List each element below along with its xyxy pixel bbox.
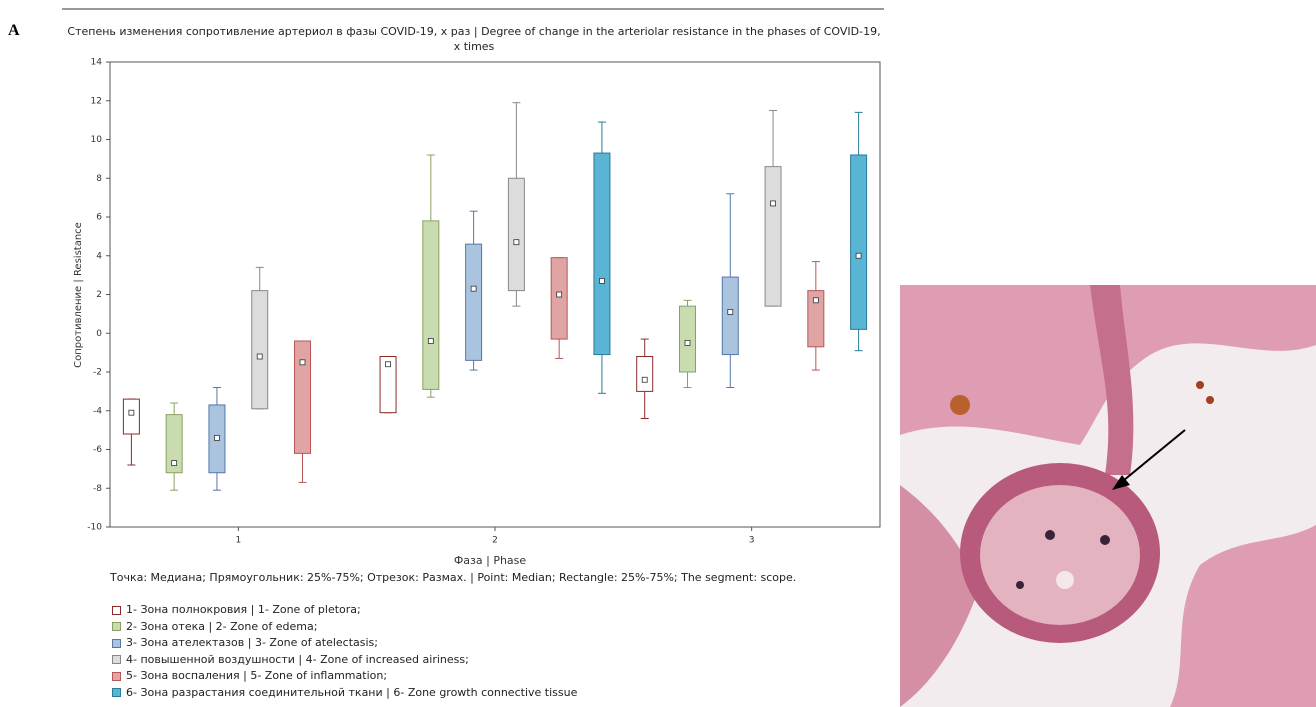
median-point: [771, 201, 776, 206]
legend-swatch: [112, 688, 121, 697]
y-tick-label: 0: [96, 329, 102, 339]
chart-note: Точка: Медиана; Прямоугольник: 25%-75%; …: [110, 570, 880, 585]
y-tick-label: 4: [96, 251, 102, 261]
y-tick-label: 6: [96, 213, 102, 223]
y-tick-label: -8: [93, 484, 102, 494]
box: [508, 178, 524, 290]
y-tick-label: 10: [91, 135, 103, 145]
y-tick-label: 2: [96, 290, 102, 300]
median-point: [685, 340, 690, 345]
y-tick-label: 12: [91, 96, 102, 106]
median-point: [428, 339, 433, 344]
median-point: [599, 278, 604, 283]
legend-swatch: [112, 606, 121, 615]
box: [295, 341, 311, 453]
legend-swatch: [112, 639, 121, 648]
legend-entry: 6- Зона разрастания соединительной ткани…: [112, 686, 577, 699]
legend-swatch: [112, 622, 121, 631]
legend-label: 6- Зона разрастания соединительной ткани…: [126, 686, 577, 699]
median-point: [514, 240, 519, 245]
median-point: [257, 354, 262, 359]
y-tick-label: 8: [96, 174, 102, 184]
x-tick-label: 1: [235, 536, 241, 546]
y-tick-label: -2: [93, 368, 102, 378]
median-point: [856, 253, 861, 258]
box: [252, 291, 268, 409]
legend-entry: 5- Зона воспаления | 5- Zone of inflamma…: [112, 669, 387, 682]
cell: [1045, 530, 1055, 540]
cell: [1100, 535, 1110, 545]
page: A Степень изменения сопротивление артери…: [0, 0, 1316, 707]
legend-swatch: [112, 655, 121, 664]
legend-label: 5- Зона воспаления | 5- Zone of inflamma…: [126, 669, 387, 682]
plot-area: [110, 62, 880, 527]
median-point: [214, 435, 219, 440]
vessel-lumen: [980, 485, 1140, 625]
median-point: [813, 298, 818, 303]
y-tick-label: -6: [93, 445, 102, 455]
chart: Фаза | Phase Сопротивление | Resistance …: [0, 0, 890, 707]
box: [123, 399, 139, 434]
y-tick-label: -4: [93, 406, 102, 416]
box: [722, 277, 738, 355]
y-tick-label: -10: [87, 523, 102, 533]
median-point: [386, 362, 391, 367]
box: [851, 155, 867, 329]
box: [765, 167, 781, 307]
box: [680, 306, 696, 372]
histology-image: [900, 285, 1316, 707]
legend-label: 4- повышенной воздушности | 4- Zone of i…: [126, 653, 469, 666]
legend-label: 3- Зона ателектазов | 3- Zone of atelect…: [126, 636, 378, 649]
x-tick-label: 2: [492, 536, 498, 546]
legend-label: 1- Зона полнокровия | 1- Zone of pletora…: [126, 603, 361, 616]
median-point: [129, 410, 134, 415]
median-point: [642, 377, 647, 382]
median-point: [300, 360, 305, 365]
median-point: [557, 292, 562, 297]
y-axis-label: Сопротивление | Resistance: [73, 222, 84, 368]
median-point: [728, 309, 733, 314]
cell: [1056, 571, 1074, 589]
legend-swatch: [112, 672, 121, 681]
cell: [1016, 581, 1024, 589]
box: [423, 221, 439, 390]
legend-entry: 2- Зона отека | 2- Zone of edema;: [112, 620, 317, 633]
box: [551, 258, 567, 339]
median-point: [172, 461, 177, 466]
x-axis-label: Фаза | Phase: [454, 554, 527, 567]
box: [466, 244, 482, 360]
legend-entry: 3- Зона ателектазов | 3- Zone of atelect…: [112, 636, 378, 649]
legend-entry: 4- повышенной воздушности | 4- Zone of i…: [112, 653, 469, 666]
y-tick-label: 14: [91, 58, 103, 68]
legend-label: 2- Зона отека | 2- Zone of edema;: [126, 620, 317, 633]
legend-entry: 1- Зона полнокровия | 1- Zone of pletora…: [112, 603, 361, 616]
median-point: [471, 286, 476, 291]
cell: [1206, 396, 1214, 404]
x-tick-label: 3: [749, 536, 755, 546]
cell: [950, 395, 970, 415]
box: [594, 153, 610, 355]
box: [637, 357, 653, 392]
cell: [1196, 381, 1204, 389]
